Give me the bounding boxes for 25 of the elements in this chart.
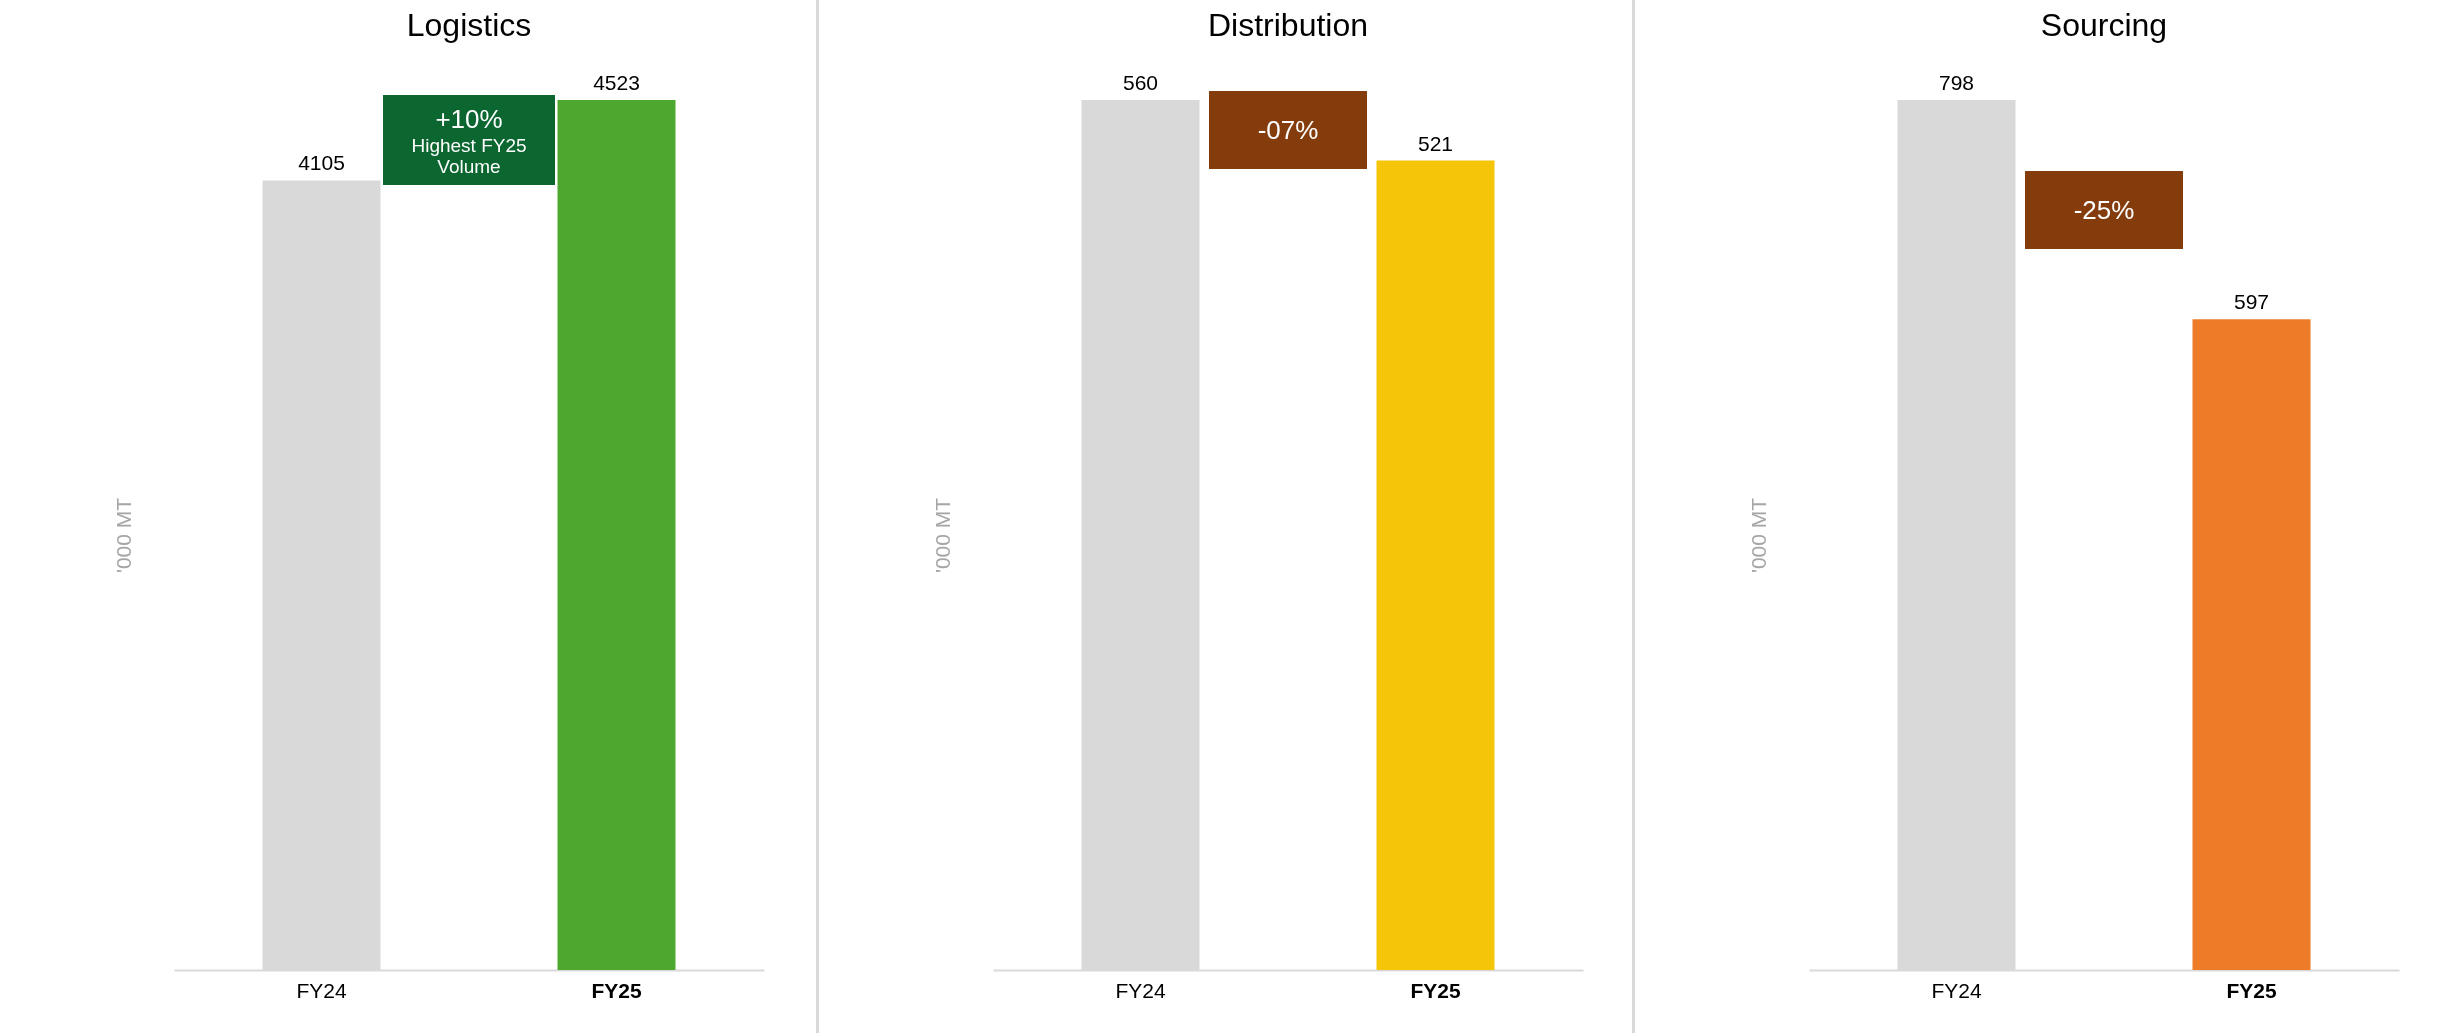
data-label: 798 <box>1938 71 1975 94</box>
callout-box: -07% <box>1209 91 1367 170</box>
annotation: -25% <box>2072 193 2136 226</box>
data-label: 521 <box>1417 131 1454 155</box>
x-tick-label: FY25 <box>2226 978 2277 1002</box>
data-label: 597 <box>2233 290 2270 314</box>
callout-box: -25% <box>2025 170 2183 249</box>
data-label: 4523 <box>593 71 640 94</box>
data-label: 4105 <box>298 151 345 175</box>
chart-title: Logistics <box>406 7 532 43</box>
x-tick-label: FY25 <box>591 978 642 1002</box>
y-axis-title: '000 MT <box>930 497 954 574</box>
y-axis-title: '000 MT <box>111 497 135 574</box>
chart-title: Sourcing <box>2040 7 2168 43</box>
x-tick-label: FY25 <box>1410 978 1461 1002</box>
x-tick-label: FY24 <box>1115 978 1166 1002</box>
x-tick-label: FY24 <box>1931 978 1982 1002</box>
data-label: 560 <box>1122 71 1159 94</box>
x-tick-label: FY24 <box>296 978 347 1002</box>
y-axis-title: '000 MT <box>1746 497 1770 574</box>
annotation: +10% <box>434 103 504 136</box>
annotation: -07% <box>1256 114 1320 147</box>
callout-box: +10% Highest FY25 Volume <box>383 95 555 186</box>
chart-title: Distribution <box>1207 7 1369 43</box>
annotation: Highest FY25 Volume <box>410 135 528 178</box>
